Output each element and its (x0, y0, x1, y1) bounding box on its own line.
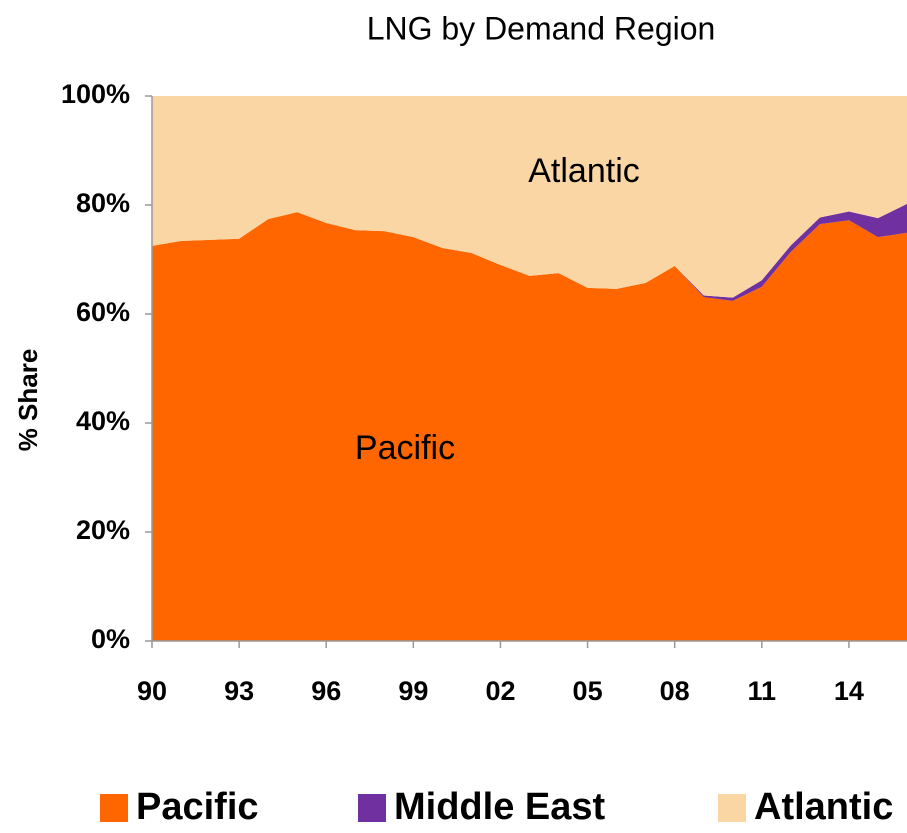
legend-swatch (100, 794, 128, 822)
x-tick-label: 02 (485, 676, 515, 706)
x-tick-label: 11 (748, 676, 777, 706)
y-tick-label: 0% (91, 624, 130, 654)
annotation: Pacific (355, 429, 455, 467)
x-tick-label: 90 (137, 676, 167, 706)
x-tick-label: 93 (224, 676, 254, 706)
y-tick-label: 40% (76, 406, 130, 436)
x-tick-label: 99 (398, 676, 428, 706)
y-tick-label: 20% (76, 515, 130, 545)
legend-swatch (358, 794, 386, 822)
area (152, 212, 907, 641)
x-tick-label: 14 (834, 676, 864, 706)
legend-label: Atlantic (754, 786, 893, 828)
y-tick-label: 80% (76, 188, 130, 218)
annotation: Atlantic (528, 152, 640, 190)
x-tick-label: 96 (311, 676, 341, 706)
x-tick-label: 08 (660, 676, 690, 706)
area (152, 96, 907, 298)
y-tick-label: 100% (61, 79, 130, 109)
legend-swatch (718, 794, 746, 822)
y-axis-label: % Share (13, 349, 43, 452)
legend-label: Pacific (136, 786, 259, 828)
y-tick-label: 60% (76, 297, 130, 327)
chart-title: LNG by Demand Region (367, 10, 716, 46)
legend-label: Middle East (394, 786, 605, 828)
x-tick-label: 05 (573, 676, 603, 706)
